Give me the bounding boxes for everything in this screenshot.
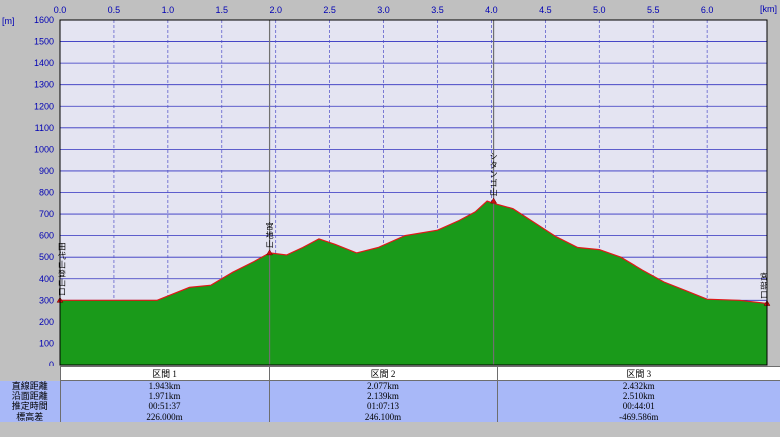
- segment-2-title: 区間 2: [268, 366, 497, 381]
- y-tick-label: 1000: [34, 144, 54, 154]
- waypoint-marker: [490, 197, 498, 204]
- y-tick-label: 400: [39, 274, 54, 284]
- y-tick-label: 1100: [35, 123, 54, 133]
- table-row: 沿面距離 1.971km 2.139km 2.510km: [0, 391, 780, 402]
- x-tick-label: 0.0: [54, 5, 67, 15]
- segment-boundaries: [268, 20, 495, 365]
- row-label-estimated-time: 推定時間: [0, 401, 60, 412]
- y-tick-labels: 0 100 200 300 400 500 600 700 800 900 1000 1100 1200…: [34, 15, 54, 366]
- table-cell: 00:51:37: [59, 401, 269, 412]
- y-tick-label: 1300: [34, 80, 54, 90]
- elevation-line: [60, 200, 768, 305]
- y-tick-label: 1500: [34, 37, 54, 47]
- table-cell: 1.971km: [59, 391, 269, 402]
- waypoint-label: 宮部口: [760, 272, 768, 300]
- x-tick-label: 0.5: [108, 5, 121, 15]
- x-tick-label: 5.5: [647, 5, 660, 15]
- plot-frame: [59, 19, 768, 366]
- table-cell: 246.100m: [268, 411, 497, 422]
- y-tick-label: 100: [39, 338, 54, 348]
- table-cell: 00:44:01: [496, 401, 780, 412]
- table-row: 標高差 226.000m 246.100m -469.586m: [0, 411, 780, 422]
- y-tick-label: 1600: [34, 15, 54, 25]
- waypoint-label: シタンゴ山: [490, 152, 498, 197]
- x-tick-label: 6.0: [701, 5, 714, 15]
- y-tick-label: 1200: [34, 101, 54, 111]
- x-tick-label: 1.0: [162, 5, 175, 15]
- table-row: 直線距離 1.943km 2.077km 2.432km: [0, 380, 780, 392]
- y-tick-label: 0: [49, 360, 54, 366]
- x-tick-label: 5.0: [593, 5, 606, 15]
- segment-1-title: 区間 1: [59, 366, 269, 381]
- x-tick-label: 4.5: [539, 5, 552, 15]
- table-cell: -469.586m: [496, 411, 780, 422]
- row-label-elevation-diff: 標高差: [0, 411, 60, 422]
- table-cell: 1.943km: [59, 380, 269, 392]
- table-row: 推定時間 00:51:37 01:07:13 00:44:01: [0, 401, 780, 412]
- table-cell: 2.510km: [496, 391, 780, 402]
- table-cell: 2.432km: [496, 380, 780, 392]
- x-tick-label: 3.0: [377, 5, 390, 15]
- x-tick-label: 2.0: [269, 5, 282, 15]
- table-cell: 226.000m: [59, 411, 269, 422]
- y-tick-label: 500: [39, 252, 54, 262]
- waypoint-label: 田代山登山口: [58, 242, 66, 296]
- x-unit-label: [km]: [760, 4, 777, 14]
- y-tick-label: 700: [39, 209, 54, 219]
- waypoint-marker: [266, 249, 274, 256]
- x-tick-label: 1.5: [216, 5, 229, 15]
- x-tick-label: 2.5: [323, 5, 336, 15]
- segment-3-title: 区間 3: [496, 366, 780, 381]
- row-label-surface-distance: 沿面距離: [0, 391, 60, 402]
- x-tick-label: 4.0: [485, 5, 498, 15]
- waypoint-label: 宮地山: [266, 221, 274, 249]
- table-cell: 2.139km: [268, 391, 497, 402]
- y-tick-label: 300: [39, 295, 54, 305]
- y-tick-label: 1400: [34, 58, 54, 68]
- y-tick-label: 200: [39, 317, 54, 327]
- table-cell: 01:07:13: [268, 401, 497, 412]
- row-label-straight-distance: 直線距離: [0, 380, 60, 392]
- elevation-area: [60, 201, 767, 365]
- table-corner: [0, 366, 60, 381]
- y-unit-label: [m]: [2, 16, 15, 26]
- table-cell: 2.077km: [268, 380, 497, 392]
- x-tick-labels: 0.0 0.5 1.0 1.5 2.0 2.5 3.0 3.5 4.0 4.5 5.0 5.5 6.0: [54, 5, 714, 15]
- y-tick-label: 600: [39, 231, 54, 241]
- table-header-row: 区間 1 区間 2 区間 3: [0, 366, 780, 381]
- y-tick-label: 900: [39, 166, 54, 176]
- x-tick-label: 3.5: [431, 5, 444, 15]
- y-tick-label: 800: [39, 188, 54, 198]
- segment-stats-table: 区間 1 区間 2 区間 3 直線距離 1.943km 2.077km 2.43…: [0, 366, 780, 422]
